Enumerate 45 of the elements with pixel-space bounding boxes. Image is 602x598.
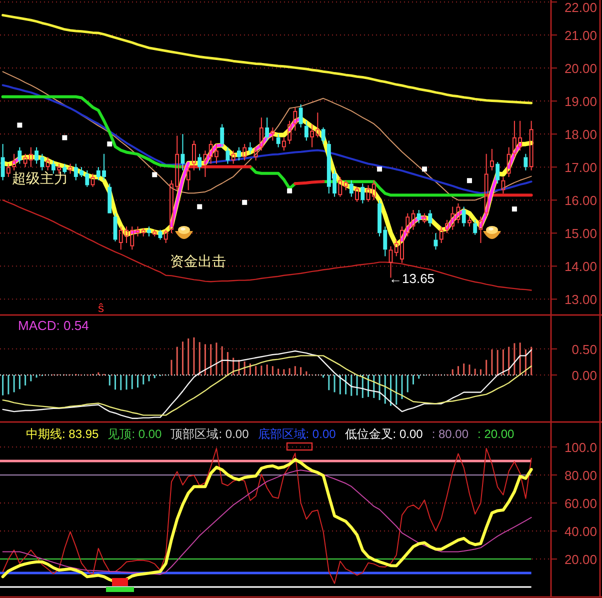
y-tick-label: 22.00 <box>564 0 597 15</box>
line-series <box>2 84 532 194</box>
text: 底部区域: 0.00 <box>258 427 336 441</box>
annotation: ←13.65 <box>389 271 435 286</box>
point <box>377 166 382 172</box>
y-tick-label: 40.00 <box>564 524 597 540</box>
annotation: 超级主力 <box>12 170 68 186</box>
line-series <box>2 470 532 575</box>
y-tick-label: 20.00 <box>564 552 597 568</box>
point <box>287 188 292 194</box>
text: 低位金叉: 0.00 <box>344 427 423 441</box>
chart-title: MACD: 0.54 <box>18 318 89 333</box>
point <box>107 141 112 146</box>
y-tick-label: 16.00 <box>564 193 597 208</box>
y-tick-label: 0.00 <box>572 368 597 384</box>
point <box>242 200 248 205</box>
y-tick-label: 13.00 <box>564 292 597 308</box>
y-tick-label: 15.00 <box>564 226 597 242</box>
y-tick-label: 17.00 <box>564 160 597 176</box>
line-series <box>2 71 532 201</box>
y-tick-label: 18.00 <box>564 127 597 142</box>
y-tick-label: 60.00 <box>564 496 597 511</box>
point <box>422 166 427 172</box>
text: 见顶: 0.00 <box>108 427 162 441</box>
annotation: 资金出击 <box>170 253 226 269</box>
text: : 20.00 <box>478 427 514 441</box>
text: : 80.00 <box>432 427 469 441</box>
text: 顶部区域: 0.00 <box>170 427 249 441</box>
point <box>197 204 202 210</box>
point <box>512 206 517 212</box>
line-series <box>2 199 532 291</box>
y-tick-label: 0.50 <box>572 342 597 357</box>
point <box>466 178 472 184</box>
y-tick-label: 80.00 <box>564 468 597 483</box>
y-tick-label: 19.00 <box>564 94 597 110</box>
y-tick-label: 21.00 <box>564 28 597 43</box>
annotation: ŝ <box>98 301 104 315</box>
line-series <box>2 14 533 104</box>
point <box>62 135 68 140</box>
point <box>152 172 158 178</box>
y-tick-label: 100.0 <box>564 440 597 455</box>
y-tick-label: 20.00 <box>564 61 597 76</box>
text: 中期线: 83.95 <box>26 427 99 441</box>
point <box>17 122 22 128</box>
y-tick-label: 14.00 <box>564 259 597 274</box>
